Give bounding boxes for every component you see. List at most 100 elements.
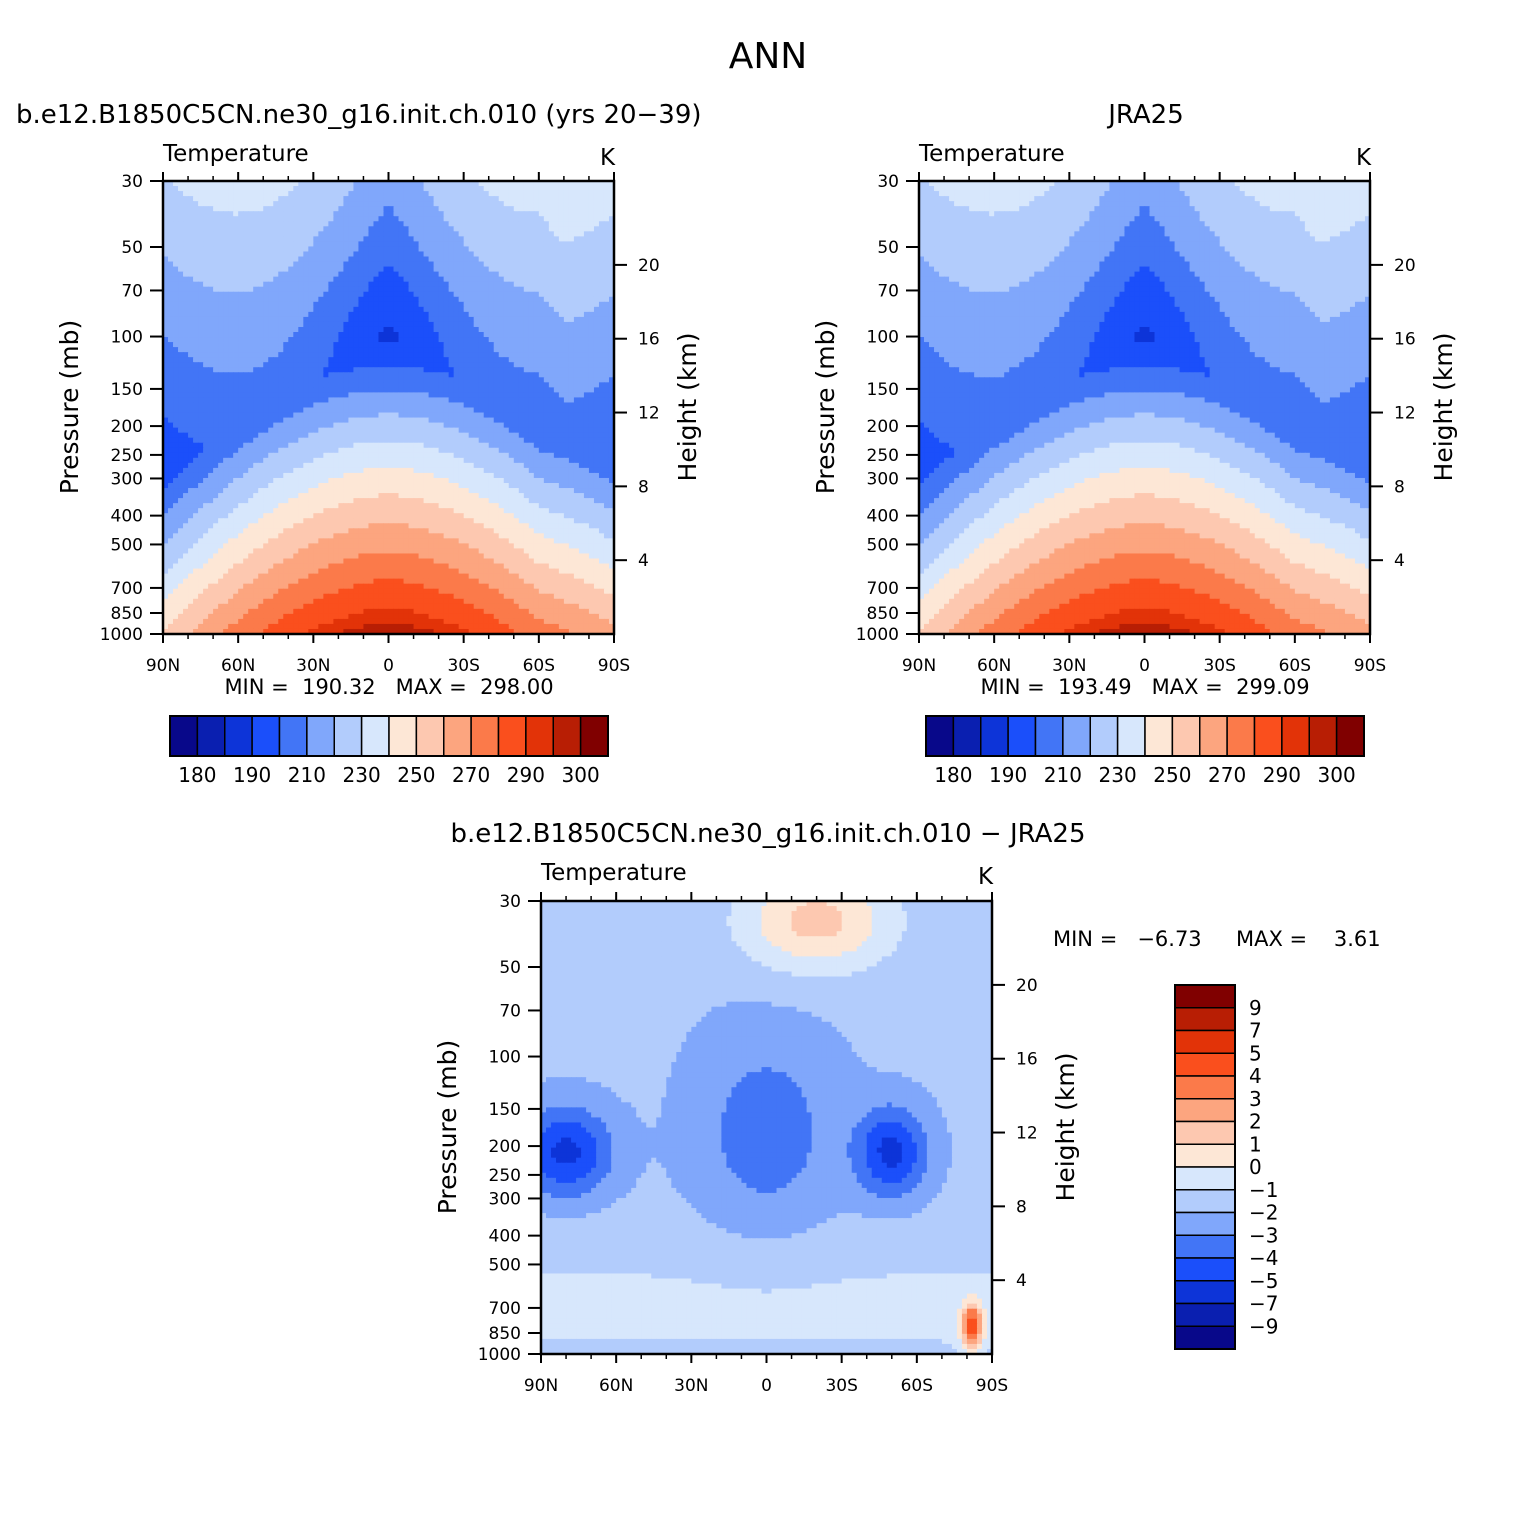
field-cell	[484, 201, 490, 207]
field-cell	[208, 443, 214, 449]
field-cell	[258, 186, 264, 192]
field-cell	[228, 277, 234, 283]
field-cell	[494, 211, 500, 217]
field-cell	[273, 413, 279, 419]
field-cell	[469, 277, 475, 283]
field-cell	[338, 413, 344, 419]
field-cell	[203, 337, 209, 343]
field-cell	[584, 297, 590, 303]
field-cell	[429, 372, 435, 378]
field-cell	[368, 302, 374, 308]
field-cell	[273, 322, 279, 328]
field-cell	[554, 312, 560, 318]
field-cell	[514, 352, 520, 358]
field-cell	[208, 282, 214, 288]
field-cell	[524, 377, 530, 383]
field-cell	[504, 413, 510, 419]
field-cell	[243, 387, 249, 393]
field-cell	[353, 231, 359, 237]
field-cell	[263, 257, 269, 263]
field-cell	[378, 327, 384, 333]
field-cell	[298, 241, 304, 247]
field-cell	[594, 216, 600, 222]
field-cell	[409, 196, 415, 202]
field-cell	[258, 322, 264, 328]
field-cell	[604, 251, 610, 257]
field-cell	[318, 267, 324, 273]
field-cell	[223, 382, 229, 388]
field-cell	[589, 438, 595, 444]
field-cell	[288, 196, 294, 202]
field-cell	[579, 382, 585, 388]
field-cell	[238, 458, 244, 464]
field-cell	[378, 272, 384, 278]
field-cell	[258, 287, 264, 293]
field-cell	[489, 307, 495, 313]
field-cell	[514, 402, 520, 408]
field-cell	[604, 267, 610, 273]
field-cell	[444, 453, 450, 459]
field-cell	[188, 191, 194, 197]
field-cell	[539, 347, 545, 353]
field-cell	[494, 402, 500, 408]
field-cell	[193, 433, 199, 439]
field-cell	[283, 372, 289, 378]
field-cell	[318, 458, 324, 464]
field-cell	[383, 352, 389, 358]
field-cell	[479, 297, 485, 303]
field-cell	[348, 418, 354, 424]
field-cell	[499, 292, 505, 298]
field-cell	[474, 211, 480, 217]
field-cell	[273, 226, 279, 232]
field-cell	[549, 226, 555, 232]
field-cell	[559, 443, 565, 449]
field-cell	[268, 443, 274, 449]
field-cell	[343, 382, 349, 388]
field-cell	[459, 448, 465, 454]
field-cell	[449, 428, 455, 434]
field-cell	[208, 267, 214, 273]
field-cell	[233, 327, 239, 333]
field-cell	[188, 327, 194, 333]
field-cell	[519, 287, 525, 293]
field-cell	[489, 377, 495, 383]
field-cell	[604, 392, 610, 398]
field-cell	[298, 443, 304, 449]
field-cell	[489, 362, 495, 368]
field-cell	[564, 302, 570, 308]
field-cell	[203, 297, 209, 303]
field-cell	[193, 377, 199, 383]
field-cell	[338, 387, 344, 393]
field-cell	[479, 287, 485, 293]
field-cell	[358, 272, 364, 278]
field-cell	[383, 327, 389, 333]
field-cell	[564, 382, 570, 388]
field-cell	[358, 423, 364, 429]
field-cell	[539, 191, 545, 197]
field-cell	[584, 322, 590, 328]
field-cell	[464, 267, 470, 273]
field-cell	[243, 402, 249, 408]
field-cell	[594, 292, 600, 298]
field-cell	[394, 382, 400, 388]
field-cell	[519, 392, 525, 398]
field-cell	[198, 453, 204, 459]
field-cell	[459, 413, 465, 419]
field-cell	[539, 402, 545, 408]
field-cell	[168, 458, 174, 464]
field-cell	[228, 272, 234, 278]
field-cell	[343, 196, 349, 202]
field-cell	[444, 277, 450, 283]
field-cell	[258, 402, 264, 408]
field-cell	[338, 257, 344, 263]
field-cell	[399, 423, 405, 429]
field-cell	[333, 201, 339, 207]
field-cell	[278, 236, 284, 242]
field-cell	[193, 221, 199, 227]
field-cell	[233, 292, 239, 298]
field-cell	[218, 246, 224, 252]
field-cell	[604, 342, 610, 348]
field-cell	[444, 312, 450, 318]
field-cell	[273, 312, 279, 318]
field-cell	[494, 221, 500, 227]
